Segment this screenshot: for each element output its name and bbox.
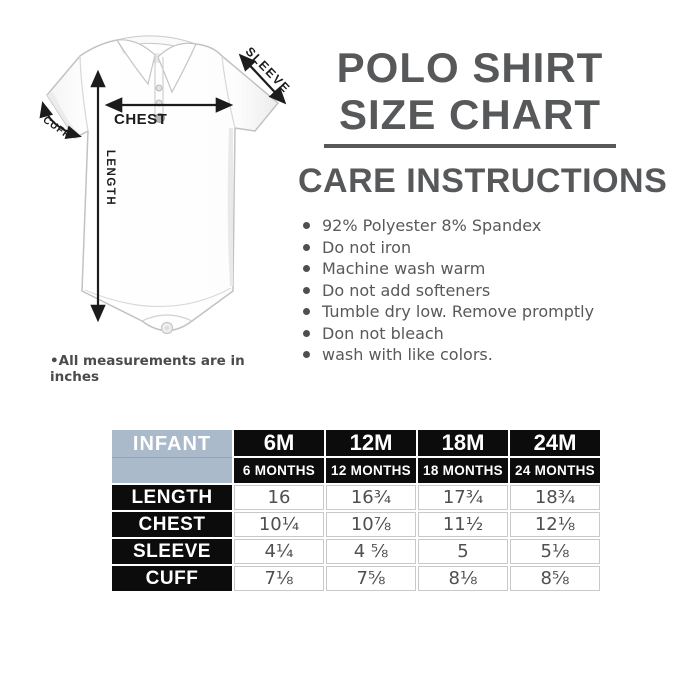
left-sleeve-seam bbox=[79, 55, 89, 132]
value-cuff-24m: 8⅝ bbox=[510, 566, 600, 591]
care-item: Don not bleach bbox=[303, 323, 594, 345]
row-label-length: LENGTH bbox=[112, 485, 232, 510]
care-instructions-list: 92% Polyester 8% Spandex Do not iron Mac… bbox=[303, 215, 594, 366]
value-sleeve-6m: 4¼ bbox=[234, 539, 324, 564]
value-chest-24m: 12⅛ bbox=[510, 512, 600, 537]
collar-left-flap bbox=[115, 39, 156, 86]
care-instructions-heading: CARE INSTRUCTIONS bbox=[298, 162, 668, 200]
care-item: 92% Polyester 8% Spandex bbox=[303, 215, 594, 237]
value-length-6m: 16 bbox=[234, 485, 324, 510]
cuff-arrow bbox=[39, 101, 82, 139]
table-sub-18months: 18 MONTHS bbox=[418, 458, 508, 483]
value-sleeve-12m: 4 ⅝ bbox=[326, 539, 416, 564]
care-item: Do not iron bbox=[303, 237, 594, 259]
table-sub-24months: 24 MONTHS bbox=[510, 458, 600, 483]
value-length-18m: 17¾ bbox=[418, 485, 508, 510]
value-cuff-12m: 7⅝ bbox=[326, 566, 416, 591]
table-col-24m: 24M bbox=[510, 430, 600, 456]
snap-button-inner bbox=[164, 325, 170, 331]
collar-right-flap bbox=[157, 42, 197, 94]
sleeve-arrow bbox=[238, 53, 287, 105]
row-label-cuff: CUFF bbox=[112, 566, 232, 591]
care-item: Tumble dry low. Remove promptly bbox=[303, 301, 594, 323]
chest-label: CHEST bbox=[114, 111, 167, 128]
care-item: Machine wash warm bbox=[303, 258, 594, 280]
value-sleeve-18m: 5 bbox=[418, 539, 508, 564]
button-1 bbox=[155, 84, 163, 92]
care-item: Do not add softeners bbox=[303, 280, 594, 302]
value-chest-18m: 11½ bbox=[418, 512, 508, 537]
table-col-6m: 6M bbox=[234, 430, 324, 456]
table-col-18m: 18M bbox=[418, 430, 508, 456]
row-label-chest: CHEST bbox=[112, 512, 232, 537]
value-chest-6m: 10¼ bbox=[234, 512, 324, 537]
table-group-header-infant: INFANT bbox=[112, 430, 232, 483]
button-3 bbox=[155, 113, 165, 123]
table-sub-12months: 12 MONTHS bbox=[326, 458, 416, 483]
size-table: INFANT 6M 12M 18M 24M 6 MONTHS 12 MONTHS… bbox=[112, 430, 600, 591]
value-cuff-6m: 7⅛ bbox=[234, 566, 324, 591]
right-sleeve-seam bbox=[221, 55, 236, 129]
length-label: LENGTH bbox=[104, 150, 116, 206]
table-col-12m: 12M bbox=[326, 430, 416, 456]
value-cuff-18m: 8⅛ bbox=[418, 566, 508, 591]
page-title: POLO SHIRT SIZE CHART bbox=[320, 44, 620, 138]
care-item: wash with like colors. bbox=[303, 344, 594, 366]
page-title-line1: POLO SHIRT bbox=[336, 44, 604, 91]
title-underline bbox=[324, 144, 616, 148]
polo-onesie-diagram: CHEST LENGTH SLEEVE CUFF bbox=[39, 35, 293, 335]
right-body-shade bbox=[227, 128, 233, 286]
value-sleeve-24m: 5⅛ bbox=[510, 539, 600, 564]
crotch-flap-seam bbox=[141, 314, 193, 322]
value-chest-12m: 10⅞ bbox=[326, 512, 416, 537]
page-title-line2: SIZE CHART bbox=[339, 91, 601, 138]
measurement-note: •All measurements are in inches bbox=[50, 353, 245, 385]
table-sub-6months: 6 MONTHS bbox=[234, 458, 324, 483]
value-length-12m: 16¾ bbox=[326, 485, 416, 510]
value-length-24m: 18¾ bbox=[510, 485, 600, 510]
row-label-sleeve: SLEEVE bbox=[112, 539, 232, 564]
